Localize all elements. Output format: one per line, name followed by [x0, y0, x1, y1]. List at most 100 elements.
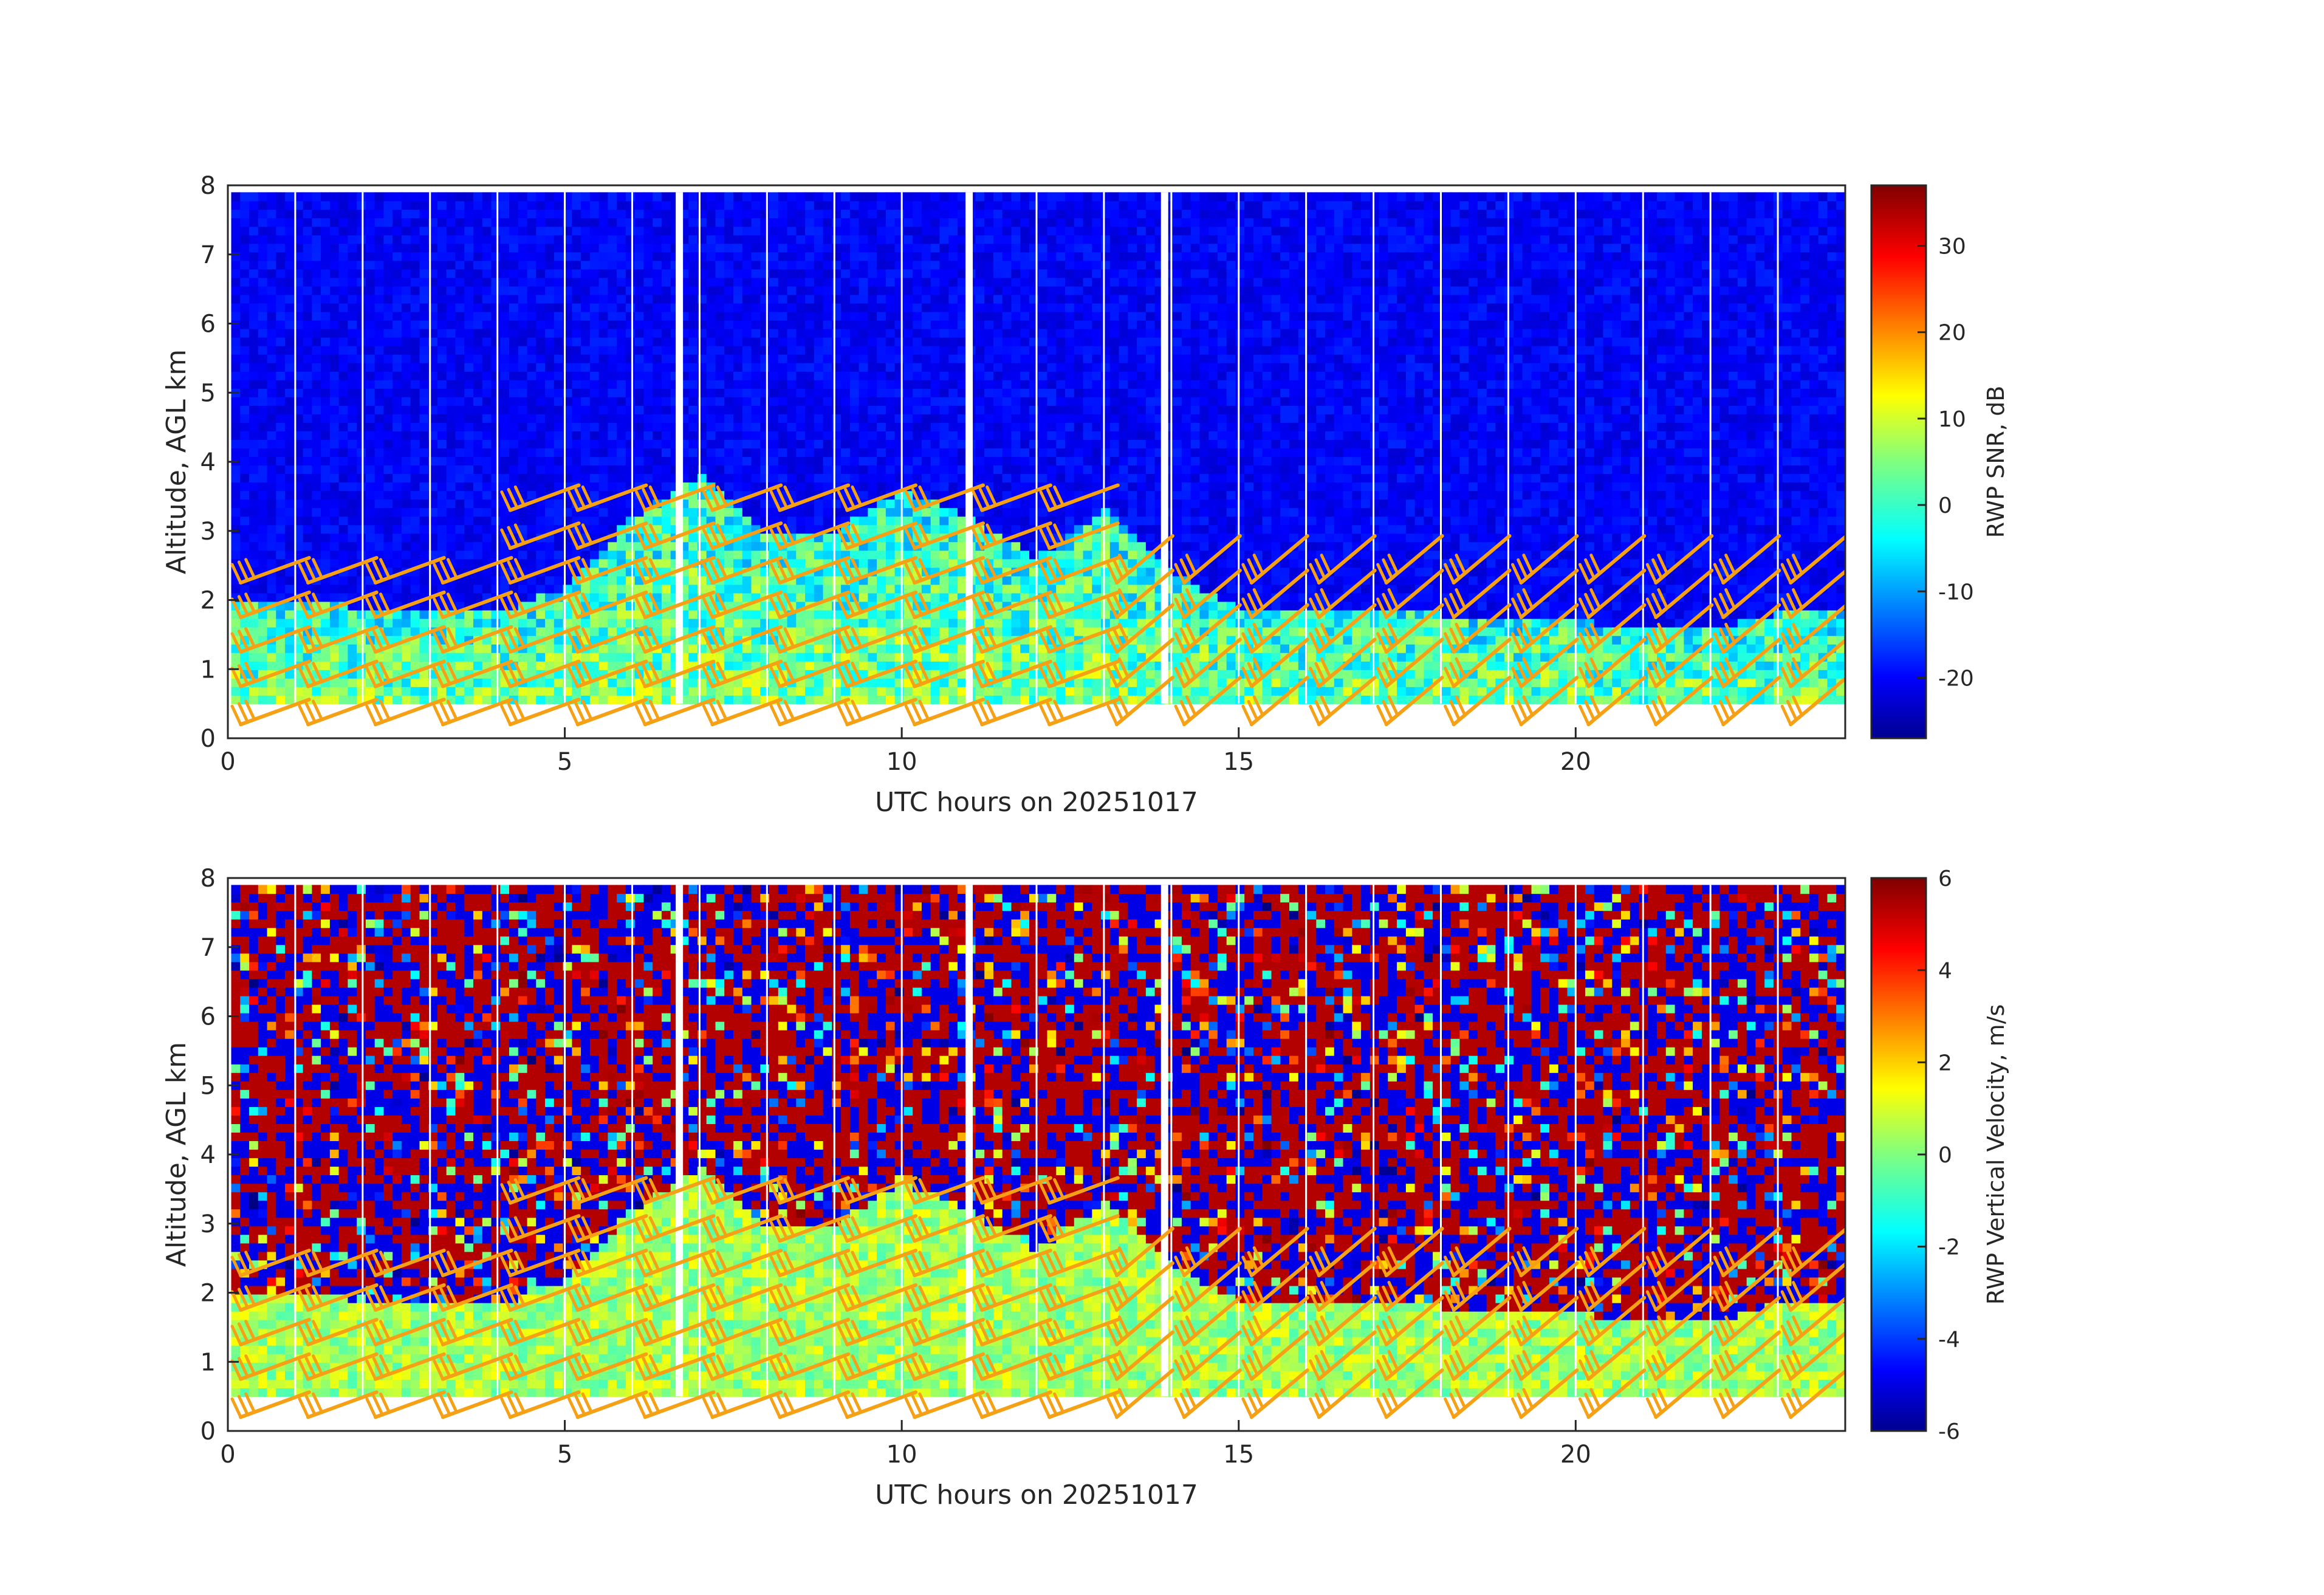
heatmap-cell	[267, 252, 277, 261]
heatmap-cell	[751, 653, 761, 662]
heatmap-cell	[760, 345, 770, 355]
heatmap-cell	[751, 226, 761, 236]
heatmap-cell	[661, 363, 671, 372]
heatmap-cell	[267, 209, 277, 219]
heatmap-cell	[733, 277, 743, 287]
heatmap-cell	[338, 550, 349, 560]
heatmap-cell	[312, 294, 321, 304]
heatmap-cell	[303, 431, 313, 440]
heatmap-cell	[733, 431, 743, 440]
heatmap-cell	[769, 201, 779, 210]
heatmap-cell	[419, 448, 430, 458]
heatmap-cell	[446, 380, 456, 389]
heatmap-cell	[581, 354, 591, 363]
heatmap-cell	[374, 209, 385, 219]
heatmap-cell	[913, 414, 922, 423]
heatmap-cell	[787, 473, 797, 483]
heatmap-cell	[419, 609, 430, 619]
heatmap-cell	[276, 405, 286, 414]
heatmap-cell	[724, 218, 734, 227]
heatmap-cell	[392, 653, 402, 662]
heatmap-cell	[930, 687, 941, 696]
heatmap-cell	[930, 448, 941, 458]
heatmap-cell	[312, 397, 321, 406]
heatmap-cell	[643, 286, 653, 295]
heatmap-cell	[814, 643, 824, 653]
heatmap-cell	[796, 260, 806, 270]
heatmap-cell	[518, 320, 528, 329]
heatmap-cell	[518, 473, 528, 483]
heatmap-cell	[903, 243, 913, 253]
heatmap-cell	[410, 533, 420, 543]
heatmap-cell	[401, 643, 411, 653]
heatmap-cell	[948, 354, 958, 363]
heatmap-cell	[329, 328, 340, 338]
heatmap-cell	[706, 269, 716, 278]
heatmap-cell	[724, 226, 734, 236]
heatmap-cell	[446, 303, 456, 312]
heatmap-cell	[778, 422, 788, 431]
heatmap-cell	[787, 516, 797, 526]
heatmap-cell	[240, 192, 250, 202]
heatmap-cell	[383, 201, 393, 210]
heatmap-cell	[401, 499, 411, 509]
heatmap-cell	[814, 499, 824, 509]
heatmap-cell	[455, 431, 465, 440]
heatmap-cell	[608, 363, 617, 372]
heatmap-cell	[357, 601, 366, 611]
heatmap-cell	[823, 371, 833, 380]
heatmap-cell	[787, 448, 797, 458]
heatmap-cell	[742, 592, 752, 602]
heatmap-cell	[365, 252, 375, 261]
heatmap-cell	[518, 192, 528, 202]
heatmap-cell	[885, 431, 896, 440]
heatmap-cell	[258, 456, 268, 466]
heatmap-cell	[527, 465, 537, 475]
heatmap-cell	[455, 465, 465, 475]
heatmap-cell	[814, 661, 824, 670]
heatmap-cell	[437, 439, 447, 448]
heatmap-cell	[231, 328, 241, 338]
heatmap-cell	[589, 439, 600, 448]
heatmap-cell	[509, 465, 519, 475]
heatmap-cell	[787, 286, 797, 295]
heatmap-cell	[293, 320, 304, 329]
heatmap-cell	[410, 541, 420, 551]
heatmap-cell	[643, 269, 653, 278]
heatmap-cell	[285, 311, 295, 321]
heatmap-cell	[392, 448, 402, 458]
heatmap-cell	[419, 550, 430, 560]
heatmap-cell	[231, 269, 241, 278]
heatmap-cell	[921, 422, 931, 431]
heatmap-cell	[688, 687, 698, 696]
heatmap-cell	[877, 192, 886, 202]
heatmap-cell	[653, 558, 662, 568]
heatmap-cell	[401, 431, 411, 440]
heatmap-cell	[446, 397, 456, 406]
heatmap-cell	[724, 311, 734, 321]
heatmap-cell	[464, 243, 474, 253]
heatmap-cell	[491, 448, 501, 458]
heatmap-cell	[760, 380, 770, 389]
heatmap-cell	[823, 294, 833, 304]
heatmap-cell	[634, 311, 645, 321]
heatmap-cell	[276, 286, 286, 295]
heatmap-cell	[410, 653, 420, 662]
heatmap-cell	[554, 218, 564, 227]
heatmap-cell	[293, 499, 304, 509]
heatmap-cell	[823, 397, 833, 406]
heatmap-cell	[464, 482, 474, 492]
heatmap-cell	[267, 380, 277, 389]
heatmap-cell	[868, 354, 877, 363]
heatmap-cell	[348, 524, 357, 534]
heatmap-cell	[321, 414, 331, 423]
heatmap-cell	[383, 243, 393, 253]
heatmap-cell	[518, 345, 528, 355]
heatmap-cell	[787, 618, 797, 628]
heatmap-cell	[930, 490, 941, 500]
heatmap-cell	[491, 490, 501, 500]
heatmap-cell	[733, 235, 743, 244]
heatmap-cell	[401, 541, 411, 551]
heatmap-cell	[392, 380, 402, 389]
heatmap-cell	[796, 320, 806, 329]
